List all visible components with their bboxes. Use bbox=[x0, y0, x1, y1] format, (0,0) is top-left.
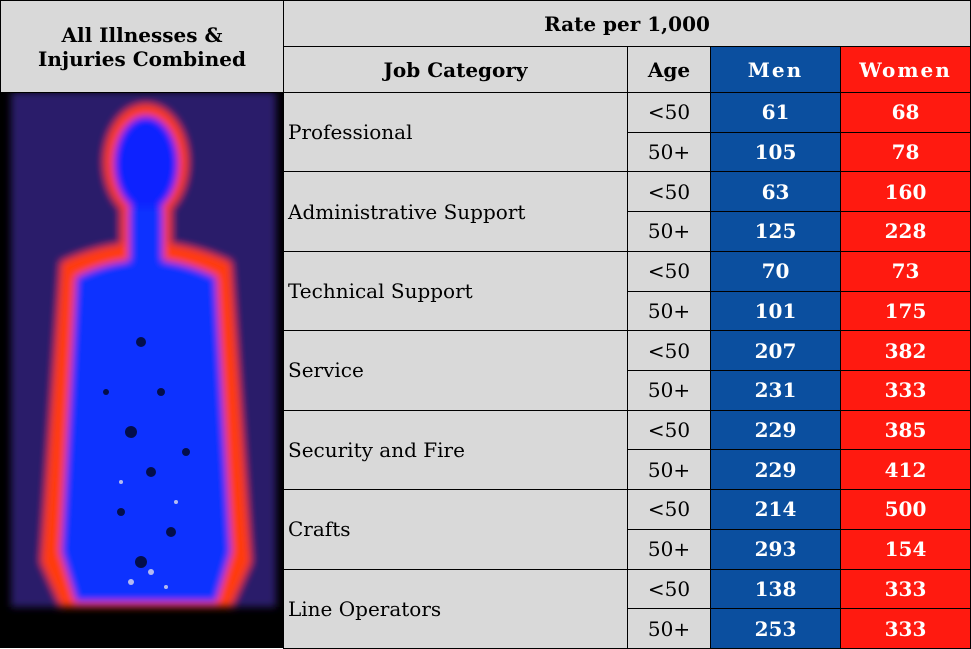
women-rate: 333 bbox=[840, 568, 971, 610]
women-rate: 333 bbox=[840, 370, 971, 411]
men-rate: 125 bbox=[710, 211, 841, 252]
age-group: 50+ bbox=[627, 608, 711, 649]
job-category: Service bbox=[283, 330, 628, 411]
age-group: 50+ bbox=[627, 370, 711, 411]
age-group: 50+ bbox=[627, 528, 711, 570]
age-group: 50+ bbox=[627, 449, 711, 491]
body-image bbox=[0, 92, 284, 648]
job-category: Security and Fire bbox=[283, 409, 628, 491]
age-group: 50+ bbox=[627, 131, 711, 173]
job-category: Professional bbox=[283, 92, 628, 173]
men-rate: 229 bbox=[710, 409, 841, 451]
column-header: Job Category bbox=[283, 46, 628, 93]
age-group: <50 bbox=[627, 250, 711, 292]
age-group: <50 bbox=[627, 489, 711, 530]
column-header: Men bbox=[710, 46, 841, 93]
women-rate: 68 bbox=[840, 92, 971, 133]
job-category: Line Operators bbox=[283, 568, 628, 649]
men-rate: 70 bbox=[710, 250, 841, 292]
job-category: Technical Support bbox=[283, 250, 628, 332]
men-rate: 214 bbox=[710, 489, 841, 530]
job-category: Administrative Support bbox=[283, 171, 628, 252]
left-header: All Illnesses & Injuries Combined bbox=[0, 0, 284, 93]
men-rate: 63 bbox=[710, 171, 841, 213]
women-rate: 160 bbox=[840, 171, 971, 213]
men-rate: 293 bbox=[710, 528, 841, 570]
left-title-line: Injuries Combined bbox=[37, 46, 246, 71]
women-rate: 385 bbox=[840, 409, 971, 451]
women-rate: 73 bbox=[840, 250, 971, 292]
women-rate: 412 bbox=[840, 449, 971, 491]
women-rate: 228 bbox=[840, 211, 971, 252]
men-rate: 231 bbox=[710, 370, 841, 411]
men-rate: 229 bbox=[710, 449, 841, 491]
age-group: <50 bbox=[627, 171, 711, 213]
job-category: Crafts bbox=[283, 489, 628, 570]
left-title-line: All Illnesses & bbox=[61, 22, 223, 47]
body-figure bbox=[11, 93, 276, 607]
women-rate: 154 bbox=[840, 528, 971, 570]
age-group: 50+ bbox=[627, 211, 711, 252]
women-rate: 382 bbox=[840, 330, 971, 371]
age-group: <50 bbox=[627, 568, 711, 610]
rate-header: Rate per 1,000 bbox=[283, 0, 971, 47]
age-group: <50 bbox=[627, 330, 711, 371]
men-rate: 61 bbox=[710, 92, 841, 133]
column-header: Age bbox=[627, 46, 711, 93]
women-rate: 500 bbox=[840, 489, 971, 530]
women-rate: 175 bbox=[840, 290, 971, 332]
women-rate: 78 bbox=[840, 131, 971, 173]
men-rate: 207 bbox=[710, 330, 841, 371]
age-group: 50+ bbox=[627, 290, 711, 332]
women-rate: 333 bbox=[840, 608, 971, 649]
men-rate: 105 bbox=[710, 131, 841, 173]
men-rate: 101 bbox=[710, 290, 841, 332]
age-group: <50 bbox=[627, 409, 711, 451]
men-rate: 253 bbox=[710, 608, 841, 649]
age-group: <50 bbox=[627, 92, 711, 133]
column-header: Women bbox=[840, 46, 971, 93]
men-rate: 138 bbox=[710, 568, 841, 610]
